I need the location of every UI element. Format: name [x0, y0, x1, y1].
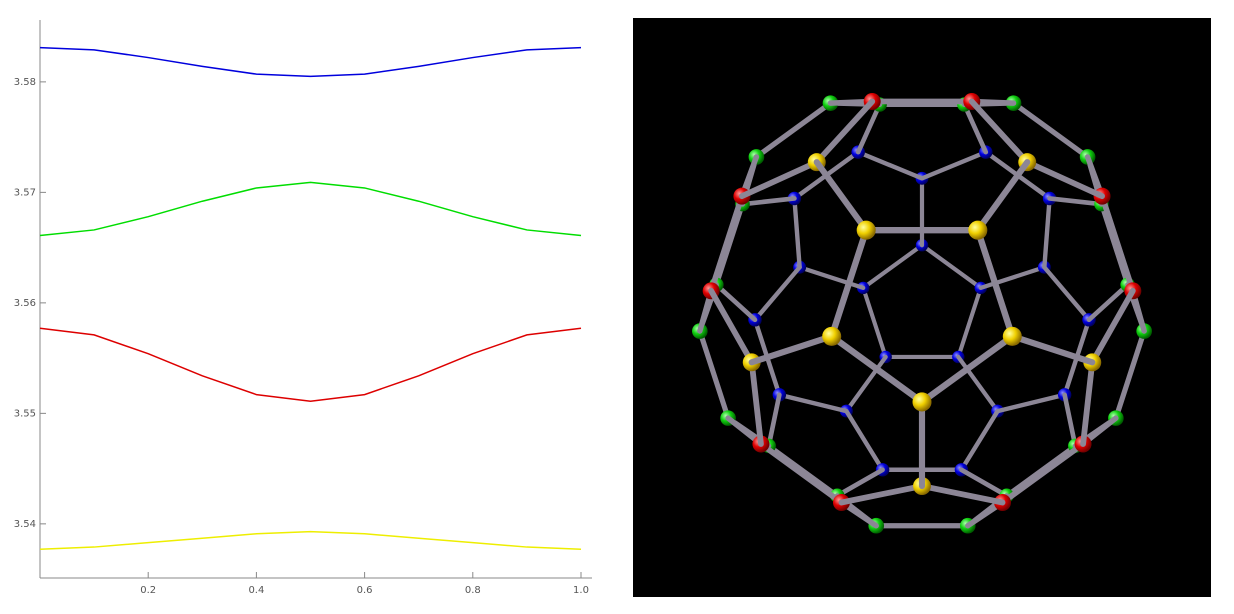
bond: [792, 196, 802, 270]
bond: [1042, 196, 1052, 270]
y-tick-label: 3.54: [14, 519, 36, 530]
bond: [828, 227, 870, 340]
bond: [714, 282, 758, 323]
series-line: [39, 530, 582, 551]
y-tick-label: 3.58: [14, 77, 36, 88]
bond: [777, 392, 849, 414]
bond: [758, 441, 845, 506]
bond: [1113, 328, 1147, 421]
bond: [1009, 333, 1096, 366]
series-line: [39, 327, 582, 402]
bond: [844, 408, 885, 472]
bond: [959, 408, 1000, 472]
bond: [1080, 359, 1096, 447]
bond: [919, 149, 988, 181]
bond: [861, 243, 925, 290]
bond: [856, 149, 925, 181]
atom: [1002, 326, 1022, 346]
chart: 3.54 3.55 3.56 3.57 3.58 0.2 0.4 0.6 0.8 1.0: [14, 20, 592, 596]
bond: [766, 443, 840, 499]
bond: [813, 98, 876, 166]
bond: [1047, 196, 1104, 207]
bond: [838, 483, 925, 506]
bond: [713, 201, 745, 288]
bond: [739, 159, 820, 200]
bond: [828, 333, 926, 406]
bond: [708, 193, 745, 294]
bond: [956, 354, 1000, 414]
bond: [797, 265, 866, 291]
bond: [752, 265, 802, 323]
bond: [1089, 287, 1136, 366]
x-tick-label: 1.0: [573, 585, 589, 596]
bond: [813, 159, 870, 234]
bond: [918, 333, 1016, 406]
bond: [1099, 193, 1136, 294]
x-tick-label: 0.8: [465, 585, 481, 596]
render-background: [633, 18, 1211, 597]
bond: [861, 285, 888, 360]
bond: [753, 100, 834, 160]
bond: [919, 483, 1006, 506]
bond: [919, 243, 983, 290]
bond: [844, 354, 888, 414]
x-tick-label: 0.4: [248, 585, 264, 596]
atom: [856, 220, 876, 240]
bond: [962, 102, 989, 155]
bond: [697, 328, 731, 421]
bond: [1042, 265, 1092, 323]
bond: [834, 467, 885, 499]
bond: [999, 441, 1086, 506]
bond: [974, 227, 1016, 340]
atom: [912, 392, 932, 412]
bond: [855, 102, 882, 155]
bond: [748, 333, 835, 366]
bond: [740, 196, 797, 207]
atom: [822, 326, 842, 346]
series-line: [39, 181, 582, 237]
bond: [1004, 443, 1078, 499]
bond: [1099, 201, 1131, 288]
atom: [968, 220, 988, 240]
x-tick-label: 0.2: [140, 585, 156, 596]
bond: [1010, 100, 1091, 160]
bond: [708, 287, 755, 366]
bond: [1024, 159, 1105, 200]
bond: [1086, 282, 1130, 323]
bond: [1062, 392, 1078, 449]
bond: [995, 392, 1067, 414]
bond: [959, 467, 1010, 499]
bond: [766, 392, 782, 449]
bond: [748, 359, 764, 447]
bond: [956, 285, 983, 360]
x-tick-label: 0.6: [357, 585, 373, 596]
bond: [978, 265, 1047, 291]
bond: [974, 159, 1031, 234]
y-tick-label: 3.55: [14, 408, 36, 419]
series-line: [39, 46, 582, 78]
y-tick-label: 3.57: [14, 187, 36, 198]
molecule-render: [633, 18, 1211, 597]
y-tick-label: 3.56: [14, 298, 36, 309]
bond: [968, 98, 1031, 166]
